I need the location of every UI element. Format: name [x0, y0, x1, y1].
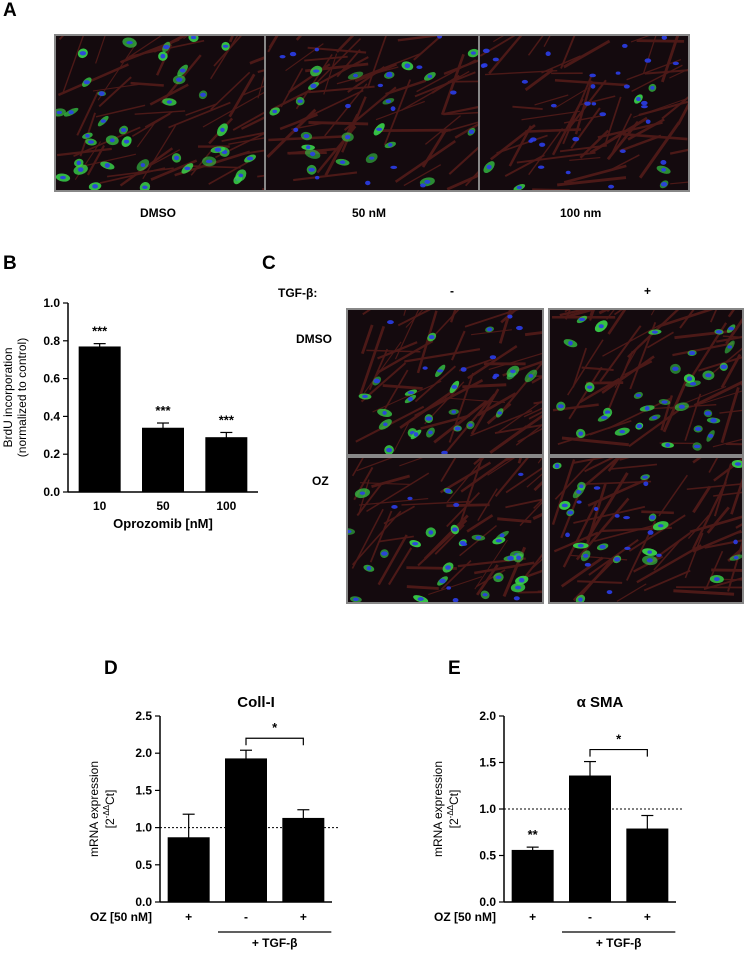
y-tick-label: 2.0: [135, 746, 152, 760]
error-bar: [641, 814, 654, 843]
significance-label: **: [528, 827, 539, 842]
y-axis-label: mRNA expression: [431, 761, 445, 857]
chart-e: 0.0 0.5 1.0 1.5 2.0 ** + - + α SMA * OZ [50 nM] + TG…: [431, 694, 684, 950]
micrograph-c-dmso-plus: [548, 308, 744, 456]
bar: [511, 849, 554, 902]
bar: [569, 775, 611, 902]
y-tick-label: 0.0: [135, 895, 152, 909]
micrograph-a-50nm: [264, 34, 480, 192]
fluorescence-image: [56, 36, 264, 190]
condition-label-dmso: DMSO: [140, 206, 176, 220]
micrograph-c-oz-plus: [548, 456, 744, 604]
category-label: 100: [216, 499, 236, 513]
y-axis-label: BrdU incorporation: [1, 347, 15, 447]
y-tick-label: 0.5: [135, 858, 152, 872]
group-label: + TGF-β: [596, 936, 642, 950]
category-label: 10: [93, 499, 107, 513]
micrograph-c-oz-minus: [346, 456, 544, 604]
fluorescence-image: [348, 310, 542, 454]
condition-label-100nm: 100 nm: [560, 206, 602, 220]
bar: [78, 346, 121, 492]
error-bar: [157, 422, 169, 434]
bracket-significance-label: *: [616, 732, 622, 747]
category-label: +: [300, 910, 307, 924]
y-axis-label: mRNA expression: [87, 761, 101, 857]
chart-b: 0.0 0.2 0.4 0.6 0.8 1.0 *** 10 *** 50 *** 100Oprozo…: [1, 296, 258, 531]
significance-label: ***: [219, 412, 235, 427]
y-tick-label: 2.5: [135, 709, 152, 723]
error-bar: [297, 809, 310, 827]
y-tick-label: 0.0: [479, 895, 496, 909]
fluorescence-image: [480, 36, 688, 190]
y-tick-label: 1.0: [43, 296, 60, 310]
bracket-significance-label: *: [272, 720, 278, 735]
fluorescence-image: [550, 310, 742, 454]
significance-bracket: [589, 748, 648, 757]
fluorescence-image: [266, 36, 478, 190]
panel-letter-c: C: [262, 253, 276, 274]
chart-d: 0.0 0.5 1.0 1.5 2.0 2.5 + - + Coll-I * OZ [50 nM] + …: [87, 694, 340, 950]
y-axis-label: (normalized to control): [15, 338, 29, 457]
bar: [282, 817, 325, 902]
micrograph-a-dmso: [54, 34, 266, 192]
y-tick-label: 2.0: [479, 709, 496, 723]
error-bar: [240, 749, 252, 768]
tgf-negative-label: -: [450, 284, 454, 298]
error-bar: [182, 813, 195, 861]
y-tick-label: 0.8: [43, 334, 60, 348]
x-axis-label: Oprozomib [nM]: [113, 516, 213, 531]
bar: [142, 427, 184, 492]
row-label-dmso: DMSO: [296, 332, 332, 346]
condition-label-50nm: 50 nM: [352, 206, 387, 220]
group-label: + TGF-β: [252, 936, 298, 950]
significance-label: ***: [92, 324, 108, 339]
bar: [225, 758, 267, 902]
bar: [205, 437, 248, 492]
y-tick-label: 0.0: [43, 485, 60, 499]
error-bar: [220, 431, 233, 443]
category-label: 50: [156, 499, 170, 513]
panel-letter-d: D: [104, 658, 118, 679]
panel-letter-b: B: [3, 253, 17, 274]
treatment-row-label: OZ [50 nM]: [434, 910, 496, 924]
error-bar: [93, 343, 106, 350]
y-tick-label: 0.5: [479, 849, 496, 863]
category-label: -: [588, 910, 592, 924]
chart-title: Coll-I: [237, 694, 275, 711]
category-label: +: [644, 910, 651, 924]
row-label-oz: OZ: [312, 474, 329, 488]
category-label: +: [185, 910, 192, 924]
y-tick-label: 0.4: [43, 409, 60, 423]
category-label: -: [244, 910, 248, 924]
panel-letter-e: E: [448, 658, 461, 679]
tgf-positive-label: +: [644, 284, 652, 298]
y-tick-label: 1.0: [135, 821, 152, 835]
treatment-row-label: OZ [50 nM]: [90, 910, 152, 924]
micrograph-c-dmso-minus: [346, 308, 544, 456]
y-tick-label: 1.5: [135, 783, 152, 797]
y-axis-unit: [2-ΔΔCt]: [446, 790, 461, 829]
fluorescence-image: [550, 458, 742, 602]
y-axis-unit: [2-ΔΔCt]: [102, 790, 117, 829]
chart-title: α SMA: [577, 694, 624, 711]
error-bar: [526, 846, 539, 854]
error-bar: [584, 760, 596, 791]
micrograph-a-100nm: [478, 34, 690, 192]
category-label: +: [529, 910, 536, 924]
panel-letter-a: A: [3, 0, 17, 21]
y-tick-label: 1.5: [479, 756, 496, 770]
y-tick-label: 0.6: [43, 372, 60, 386]
y-tick-label: 1.0: [479, 802, 496, 816]
y-tick-label: 0.2: [43, 447, 60, 461]
significance-label: ***: [155, 403, 171, 418]
tgf-beta-label: TGF-β:: [278, 286, 318, 300]
fluorescence-image: [348, 458, 542, 602]
significance-bracket: [245, 737, 304, 746]
